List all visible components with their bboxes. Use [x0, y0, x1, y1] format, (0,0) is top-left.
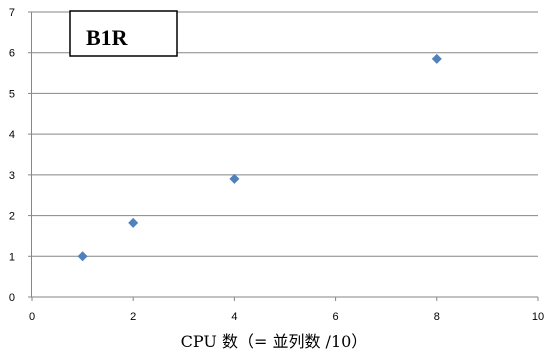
data-point-1	[77, 251, 88, 262]
y-tick-label-2: 2	[9, 211, 15, 223]
data-point-8	[431, 53, 442, 64]
y-tick-label-6: 6	[9, 48, 15, 60]
data-points	[77, 53, 442, 262]
chart-title: B1R	[86, 25, 129, 50]
x-tick-labels: 0 2 4 6 8 10	[29, 311, 544, 323]
y-tick-label-1: 1	[9, 251, 15, 263]
x-tick-label-2: 2	[130, 311, 136, 323]
x-tick-label-8: 8	[434, 311, 440, 323]
x-tick-label-10: 10	[532, 311, 544, 323]
y-tick-label-7: 7	[9, 7, 15, 19]
x-tick-label-4: 4	[231, 311, 237, 323]
x-tick-label-0: 0	[29, 311, 35, 323]
data-point-4	[229, 173, 240, 184]
x-axis-label: CPU 数（= 並列数 /10）	[181, 332, 368, 351]
y-tick-label-4: 4	[9, 129, 15, 141]
y-tick-label-0: 0	[9, 292, 15, 304]
axes	[28, 11, 539, 301]
y-tick-label-5: 5	[9, 88, 15, 100]
y-tick-labels: 0 1 2 3 4 5 6 7	[9, 7, 15, 304]
data-point-2	[128, 217, 139, 228]
y-tick-label-3: 3	[9, 170, 15, 182]
chart-title-box: B1R	[69, 10, 178, 57]
x-tick-label-6: 6	[333, 311, 339, 323]
title-box-border	[69, 10, 178, 57]
